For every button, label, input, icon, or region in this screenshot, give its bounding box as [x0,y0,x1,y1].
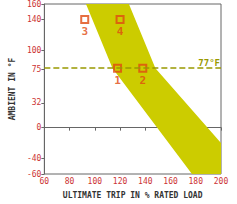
svg-text:2: 2 [139,74,146,87]
svg-text:1: 1 [114,74,121,87]
svg-text:75: 75 [32,65,42,74]
svg-text:100: 100 [27,46,42,55]
svg-text:32: 32 [32,98,42,107]
svg-text:140: 140 [27,15,42,24]
svg-text:100: 100 [88,177,103,186]
svg-text:200: 200 [214,177,229,186]
svg-text:80: 80 [65,177,75,186]
svg-text:AMBIENT IN °F: AMBIENT IN °F [8,58,17,121]
svg-text:ULTIMATE TRIP IN % RATED LOAD: ULTIMATE TRIP IN % RATED LOAD [63,191,203,200]
svg-text:140: 140 [138,177,153,186]
svg-text:77°F: 77°F [198,58,220,68]
svg-text:160: 160 [163,177,178,186]
svg-text:60: 60 [40,177,50,186]
svg-text:-60: -60 [26,169,42,179]
svg-text:0: 0 [37,123,42,132]
svg-text:180: 180 [189,177,204,186]
svg-text:120: 120 [113,177,128,186]
svg-text:4: 4 [117,25,124,38]
svg-text:-40: -40 [27,154,42,163]
svg-text:3: 3 [81,25,88,38]
svg-text:160: 160 [27,0,42,9]
